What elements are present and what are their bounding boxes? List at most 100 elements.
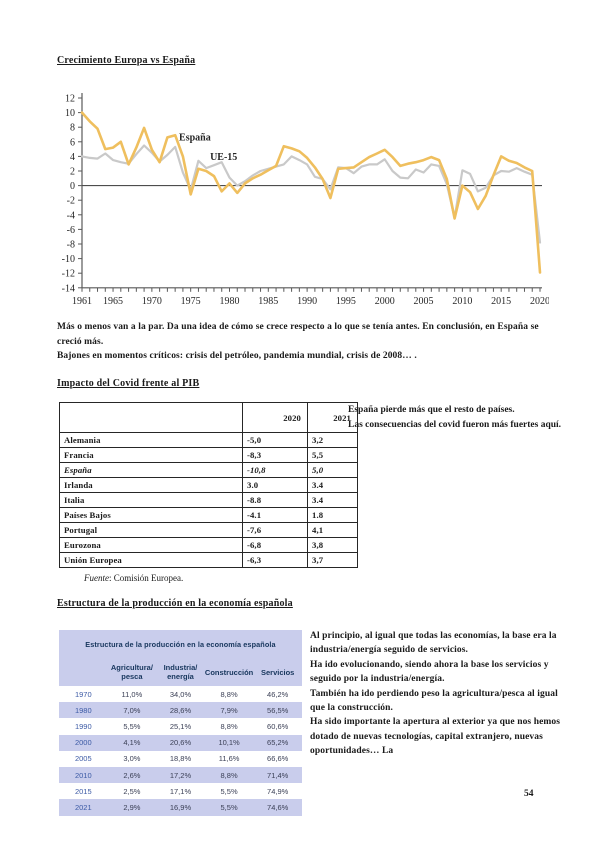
covid-side-note: España pierde más que el resto de países… [348,403,566,433]
y-tick-label: -10 [62,254,75,265]
structure-col-industria: Industria/ energía [156,658,205,686]
structure-value-cell: 3,0% [123,754,141,764]
structure-year-cell: 2015 [74,786,92,796]
y-tick-label: 12 [65,94,75,105]
structure-value-cell: 7,0% [107,702,157,719]
structure-value-cell: 20,6% [156,734,205,751]
structure-value-cell: 56,5% [253,702,302,719]
structure-paragraph-2: Ha ido evolucionando, siendo ahora la ba… [310,659,549,685]
structure-year-cell: 1980 [59,702,108,719]
structure-value-cell: 10,1% [204,734,254,751]
structure-col-servicios: Servicios [253,658,302,686]
structure-col-year [59,658,108,686]
covid-table-row: Portugal -7,6 4,1 [59,522,358,538]
covid-col-2020: 2020 [242,402,308,433]
covid-table-cell: -10,8 [242,462,308,478]
covid-table-row: Alemania -5,0 3,2 [59,432,358,448]
covid-table-cell: Francia [59,447,243,463]
x-tick-label: 1990 [297,296,317,307]
structure-value-cell: 2,9% [107,799,157,816]
y-tick-label: -6 [67,225,75,236]
x-tick-label: 2020 [530,296,549,307]
source-label: Fuente [84,573,109,583]
y-tick-label: -8 [67,240,75,251]
y-tick-label: -12 [62,269,75,280]
structure-value-cell: 8,8% [220,689,238,699]
x-tick-label: 1965 [103,296,123,307]
covid-gdp-table: 2020 2021 Alemania -5,0 3,2 Francia -8,3 5,5 E… [59,402,358,568]
structure-value-cell: 17,2% [156,766,205,784]
production-structure-table: Estructura de la producción en la econom… [59,630,302,816]
structure-table-row: 2005 3,0% 18,8% 11,6% 66,6% [59,751,302,767]
covid-table-cell: -7,6 [242,522,308,538]
covid-table-cell: 3.4 [307,492,358,508]
covid-table-header-row: 2020 2021 [59,402,358,433]
structure-value-cell: 11,0% [121,689,143,699]
structure-caption-row: Estructura de la producción en la econom… [59,630,302,658]
covid-table-body: Alemania -5,0 3,2 Francia -8,3 5,5 España -10,8… [59,432,358,568]
x-tick-label: 1961 [72,296,92,307]
table-source: Fuente: Comisión Europea. [84,573,183,583]
structure-year-cell: 1970 [74,689,92,699]
structure-paragraph-3: También ha ido perdiendo peso la agricul… [310,688,558,714]
covid-col-blank [59,402,243,433]
structure-value-cell: 2,6% [107,766,157,784]
section-title-estructura: Estructura de la producción en la econom… [57,598,293,609]
y-tick-label: -2 [67,196,75,207]
structure-value-cell: 60,6% [267,721,289,731]
source-text: : Comisión Europea. [109,573,184,583]
structure-table-row: 1980 7,0% 28,6% 7,9% 56,5% [59,702,302,719]
y-tick-label: 6 [70,137,75,148]
x-tick-label: 1985 [258,296,278,307]
y-tick-label: -4 [67,210,75,221]
side-note-line-2: Las consecuencias del covid fueron más f… [348,420,562,430]
covid-table-row: Unión Europea -6,3 3,7 [59,552,358,568]
structure-value-cell: 66,6% [267,754,289,764]
covid-table-cell: -6,8 [242,537,308,553]
covid-table-cell: Unión Europea [59,552,243,568]
section-title-crecimiento: Crecimiento Europa vs España [57,55,196,66]
structure-table-row: 2015 2,5% 17,1% 5,5% 74,9% [59,783,302,799]
covid-table-row: Irlanda 3.0 3.4 [59,477,358,493]
structure-value-cell: 65,2% [253,734,302,751]
y-tick-label: -14 [62,283,75,294]
covid-table-row: España -10,8 5,0 [59,462,358,478]
structure-year-cell: 2000 [59,734,108,751]
covid-table-row: Francia -8,3 5,5 [59,447,358,463]
covid-table-cell: 4,1 [307,522,358,538]
covid-table-cell: Portugal [59,522,243,538]
covid-table-row: Italia -8.8 3.4 [59,492,358,508]
structure-value-cell: 28,6% [156,702,205,719]
structure-table-body: 1970 11,0% 34,0% 8,8% 46,2% 1980 7,0% 28,6% 7,9%… [59,686,302,816]
covid-table-cell: Italia [59,492,243,508]
structure-value-cell: 17,1% [169,786,192,796]
covid-table-cell: 5,0 [307,462,358,478]
covid-table-cell: Irlanda [59,477,243,493]
structure-paragraph-4: Ha sido importante la apertura al exteri… [310,717,561,757]
structure-col-agricultura: Agricultura/ pesca [107,658,157,686]
covid-table-cell: Alemania [59,432,243,448]
series-line-españa [80,111,542,274]
covid-table-cell: -5,0 [242,432,308,448]
structure-value-cell: 8,8% [220,721,238,731]
x-tick-label: 2010 [452,296,472,307]
y-tick-label: 10 [65,108,75,119]
y-tick-label: 2 [70,167,75,178]
x-tick-label: 2000 [375,296,395,307]
covid-table-cell: España [59,462,243,478]
structure-value-cell: 5,5% [123,721,141,731]
covid-table-cell: Países Bajos [59,507,243,523]
side-note-line-1: España pierde más que el resto de países… [348,405,515,415]
covid-table-row: Eurozona -6,8 3,8 [59,537,358,553]
covid-table-cell: 3.4 [307,477,358,493]
covid-table-cell: -8.8 [242,492,308,508]
covid-table-cell: 3,2 [307,432,358,448]
covid-table-cell: 5,5 [307,447,358,463]
structure-value-cell: 74,9% [267,786,289,796]
chart-commentary: Más o menos van a la par. Da una idea de… [57,320,553,364]
structure-value-cell: 11,6% [218,754,240,764]
covid-table-cell: Eurozona [59,537,243,553]
x-tick-label: 2015 [491,296,511,307]
covid-table-cell: -6,3 [242,552,308,568]
